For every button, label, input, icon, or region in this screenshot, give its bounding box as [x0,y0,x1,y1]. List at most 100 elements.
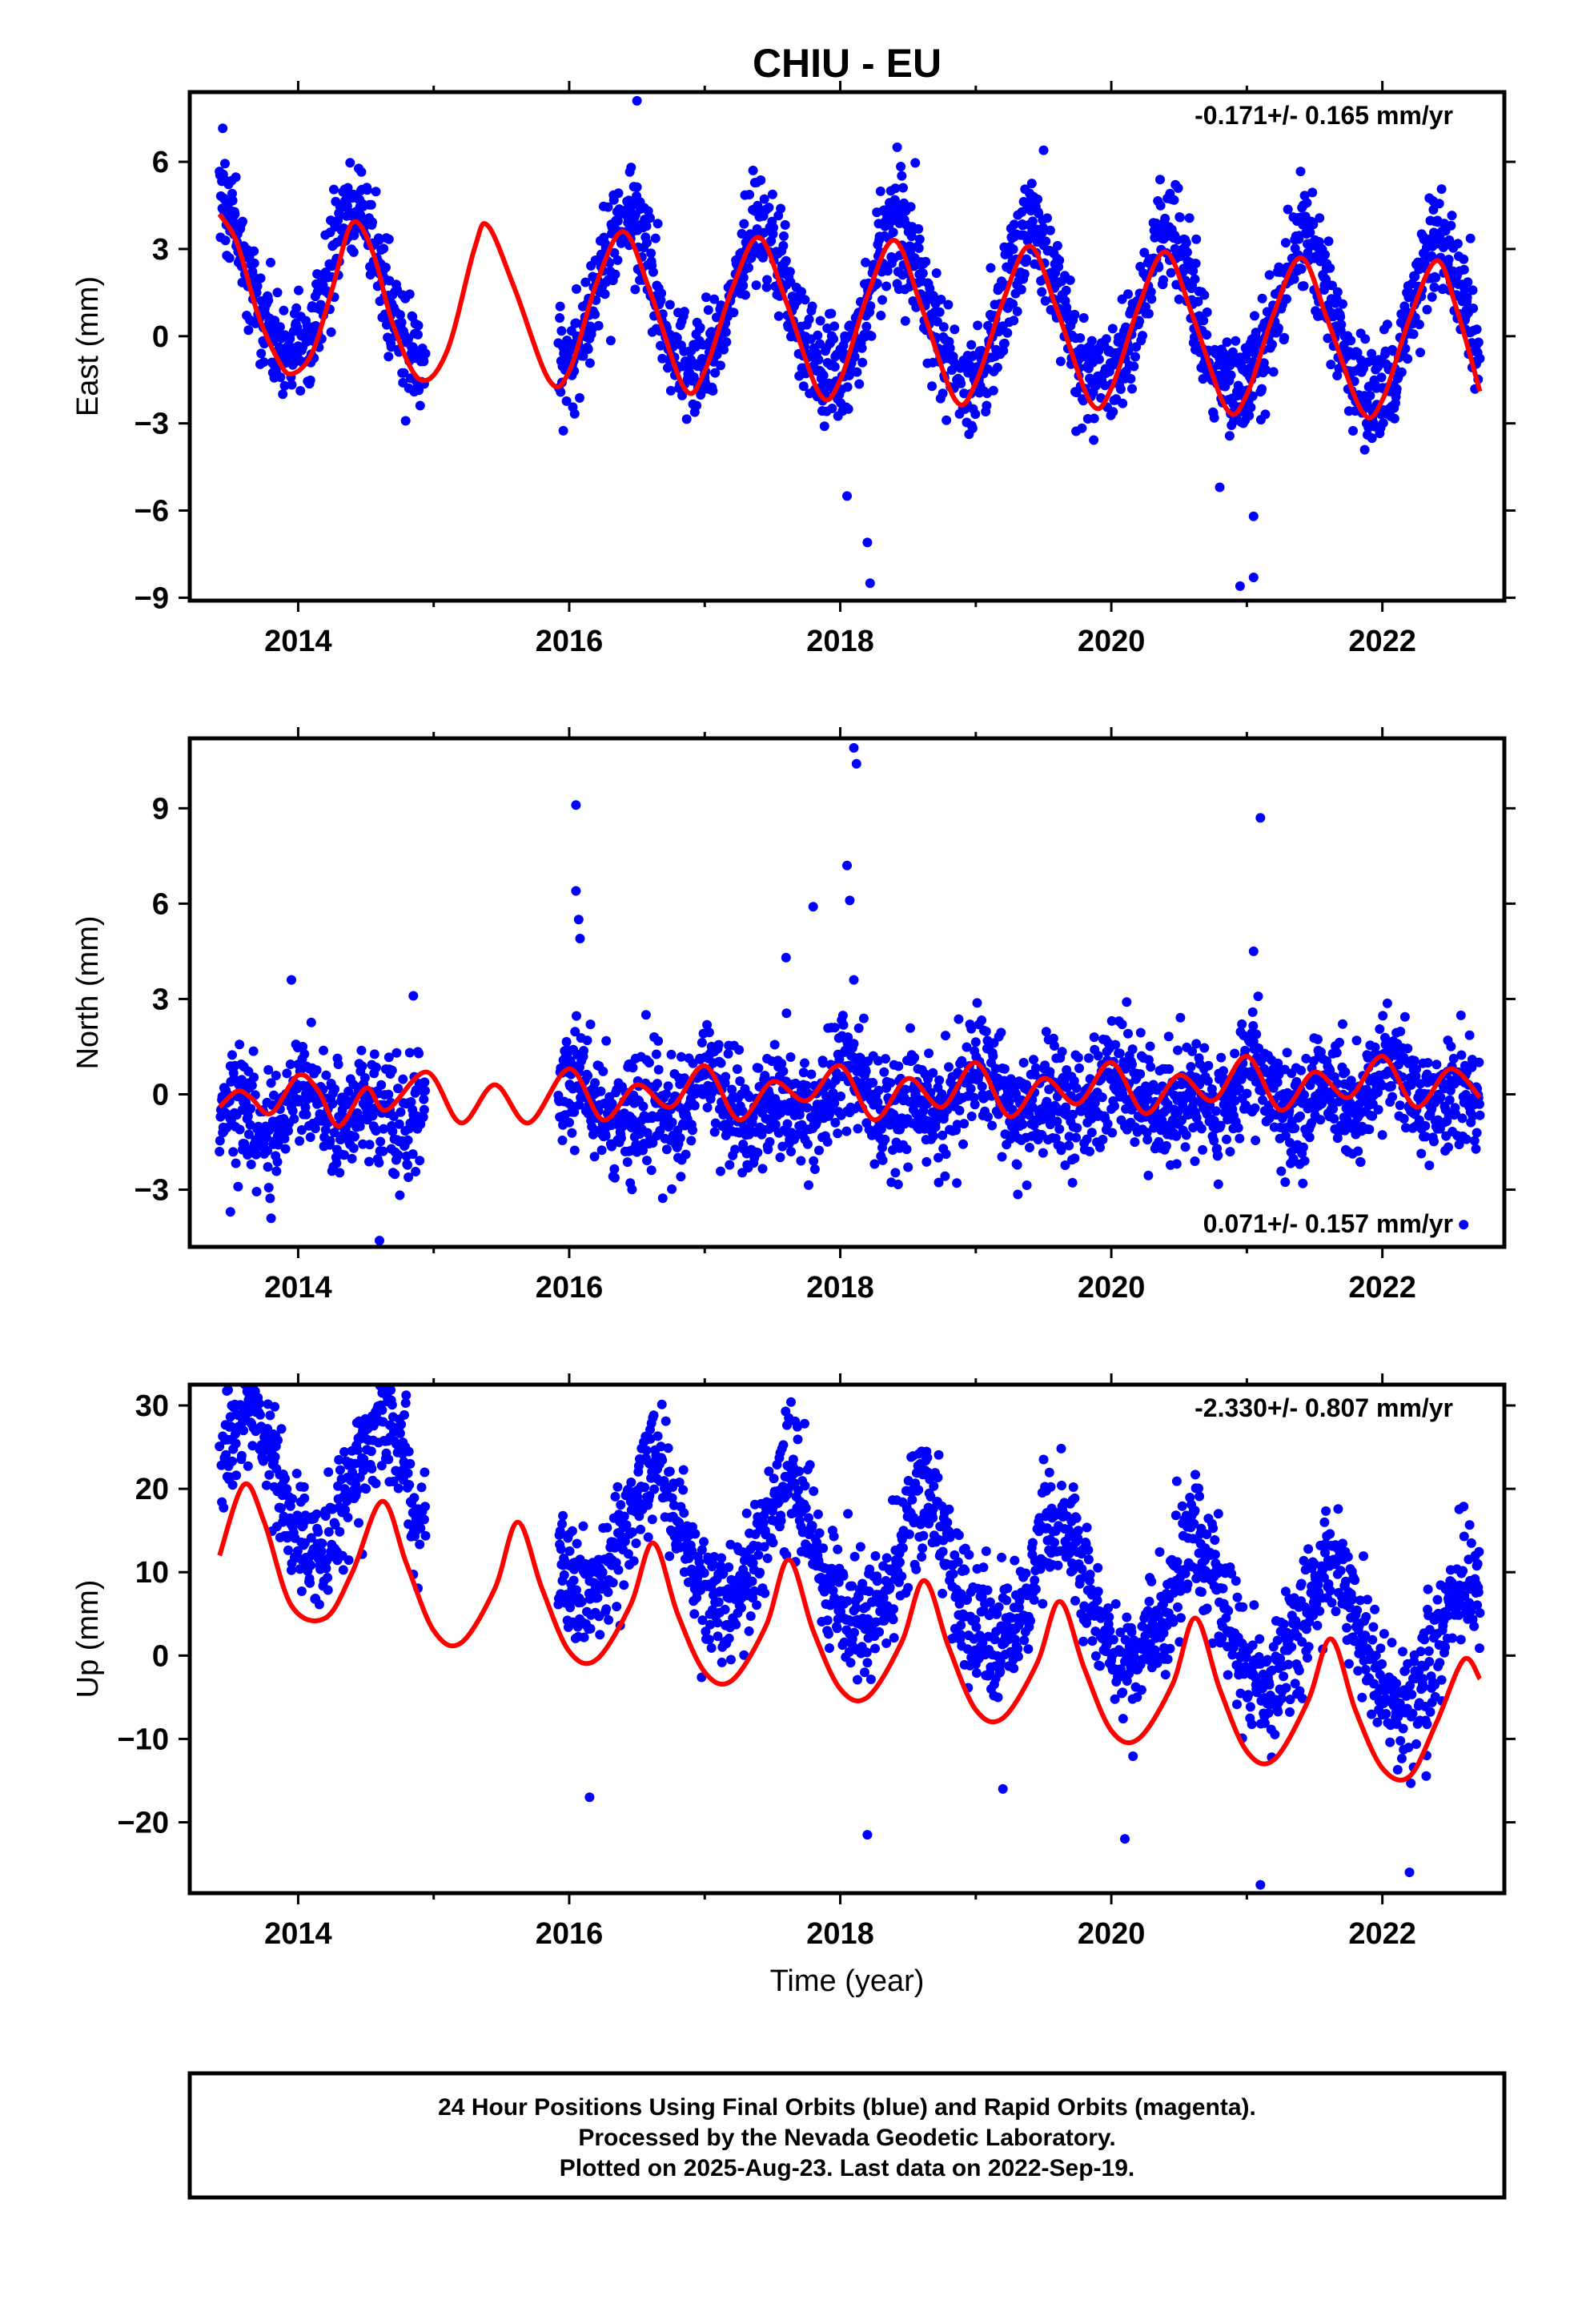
east-data-point [931,268,942,278]
east-data-point [773,311,784,321]
north-data-point [1367,1111,1378,1121]
up-data-point [239,1364,249,1373]
east-data-point [956,378,966,388]
up-data-point [567,1526,577,1536]
east-data-point [1045,225,1055,235]
east-data-point [1055,356,1066,367]
north-data-point [246,1104,256,1114]
north-data-point [893,1061,904,1072]
up-data-point [400,1409,409,1420]
east-data-point [1434,199,1444,209]
north-data-point [1117,1019,1127,1030]
north-data-point [404,1047,415,1058]
north-data-point [1025,1143,1034,1152]
east-data-point [556,326,567,336]
east-data-point [921,256,931,267]
north-data-point [1050,1041,1059,1051]
east-data-point [1026,179,1037,189]
east-data-point [1332,287,1343,297]
east-data-point [721,337,732,348]
east-data-point [1427,292,1437,302]
north-data-point [918,1106,929,1116]
up-data-point [316,1546,327,1557]
east-data-point [329,184,339,195]
east-data-point [1131,342,1142,352]
east-data-point [1188,266,1199,276]
east-data-point [1191,259,1201,268]
east-data-point [842,491,852,501]
north-data-point [877,1155,888,1165]
east-data-point [910,158,921,168]
east-data-point [829,321,840,332]
north-rate-label: 0.071+/- 0.157 mm/yr [1203,1209,1453,1238]
north-data-point [829,1023,840,1033]
east-y-tick-label: −9 [135,581,169,615]
north-data-point [1301,1053,1311,1063]
east-data-point [1008,299,1018,309]
north-data-point [1399,1011,1410,1022]
north-data-point [404,1172,414,1182]
north-data-point [1191,1039,1202,1049]
north-data-point [1329,1114,1339,1124]
east-data-point [1472,324,1482,335]
east-y-tick-label: 0 [152,320,169,354]
up-data-point [338,1565,348,1575]
north-data-point [627,1184,637,1195]
north-data-point [306,1017,316,1027]
north-data-point [1469,1136,1480,1146]
north-data-point [709,1127,720,1137]
east-data-point [1016,284,1026,295]
east-data-point [612,215,623,226]
north-data-point [1040,1060,1050,1071]
north-data-point [1142,1135,1153,1145]
north-data-point [1171,1131,1182,1141]
east-data-point [395,310,405,320]
north-data-point [966,1084,976,1094]
east-data-point [1107,324,1118,334]
east-data-point [380,263,391,272]
north-data-point [732,1064,742,1074]
north-data-point [702,1019,713,1030]
east-data-point [897,171,907,181]
north-data-point [1163,1031,1174,1042]
north-y-tick-label: 0 [152,1079,169,1112]
north-data-point [941,1031,950,1041]
east-data-point [1296,263,1307,274]
north-data-point [1375,1024,1385,1034]
north-data-point [390,1169,400,1180]
east-data-point [681,414,692,424]
east-data-point [852,367,862,377]
east-data-point [798,381,809,392]
east-data-point [1273,323,1283,333]
east-x-tick-label: 2016 [536,625,604,658]
east-data-point [781,255,791,266]
north-data-point [688,1058,698,1068]
east-data-point [1089,435,1099,445]
north-data-point [853,1124,863,1134]
north-data-point [1475,1110,1485,1120]
up-data-point [416,1482,427,1493]
east-data-point [865,578,875,589]
north-data-point [873,1097,883,1108]
north-data-point [869,1159,880,1169]
east-data-point [829,362,840,372]
north-data-point [393,1084,404,1094]
east-data-point [999,338,1010,348]
east-data-point [1365,391,1375,400]
east-data-point [1209,412,1219,423]
up-data-point [238,1368,247,1377]
east-data-point [942,415,952,425]
north-data-point [760,1071,770,1081]
east-data-point [1002,328,1013,338]
north-data-point [1273,1058,1283,1068]
east-data-point [1129,361,1139,372]
east-data-point [970,409,981,420]
up-data-point [292,1546,303,1556]
east-data-point [1008,244,1018,255]
up-data-point [400,1398,411,1408]
north-data-point [941,1149,951,1160]
north-data-point [652,1079,662,1089]
up-data-point [371,1478,381,1489]
east-data-point [857,357,868,368]
east-data-point [1037,287,1047,297]
